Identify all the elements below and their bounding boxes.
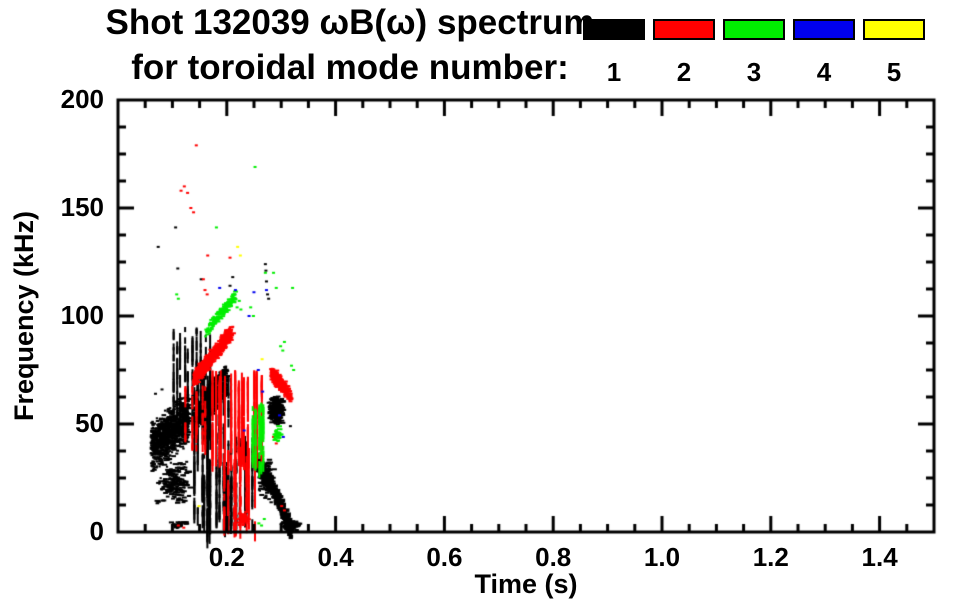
legend-label-5: 5 xyxy=(886,57,902,87)
legend-swatch-3 xyxy=(723,19,785,40)
y-tick-label: 0 xyxy=(89,516,104,546)
x-tick-label: 1.4 xyxy=(861,542,898,572)
legend-swatch-1 xyxy=(583,19,645,40)
x-tick-label: 1.2 xyxy=(752,542,789,572)
legend-label-1: 1 xyxy=(606,57,622,87)
legend-item-4: 4 xyxy=(793,19,855,85)
x-tick-label: 0.4 xyxy=(317,542,354,572)
x-tick-label: 0.6 xyxy=(426,542,463,572)
y-tick-label: 100 xyxy=(60,300,104,330)
legend-item-2: 2 xyxy=(653,19,715,85)
legend-swatch-4 xyxy=(793,19,855,40)
legend-item-1: 1 xyxy=(583,19,645,85)
chart-title-line2: for toroidal mode number: xyxy=(131,48,569,87)
legend-label-4: 4 xyxy=(816,57,832,87)
chart-title: Shot 132039 ωB(ω) spectrum for toroidal … xyxy=(0,0,700,90)
legend-item-3: 3 xyxy=(723,19,785,85)
legend-item-5: 5 xyxy=(863,19,925,85)
legend-swatch-2 xyxy=(653,19,715,40)
legend-label-3: 3 xyxy=(746,57,762,87)
chart-title-line1: Shot 132039 ωB(ω) spectrum xyxy=(105,3,595,42)
y-tick-label: 50 xyxy=(75,408,104,438)
y-axis-title: Frequency (kHz) xyxy=(9,210,39,422)
y-tick-label: 150 xyxy=(60,192,104,222)
legend: 1 2 3 4 5 xyxy=(583,19,925,85)
x-tick-label: 0.8 xyxy=(535,542,572,572)
x-tick-label: 1.0 xyxy=(643,542,681,572)
legend-label-2: 2 xyxy=(676,57,692,87)
legend-swatch-5 xyxy=(863,19,925,40)
y-tick-label: 200 xyxy=(60,84,104,114)
x-axis-title: Time (s) xyxy=(474,569,578,599)
x-tick-label: 0.2 xyxy=(208,542,245,572)
